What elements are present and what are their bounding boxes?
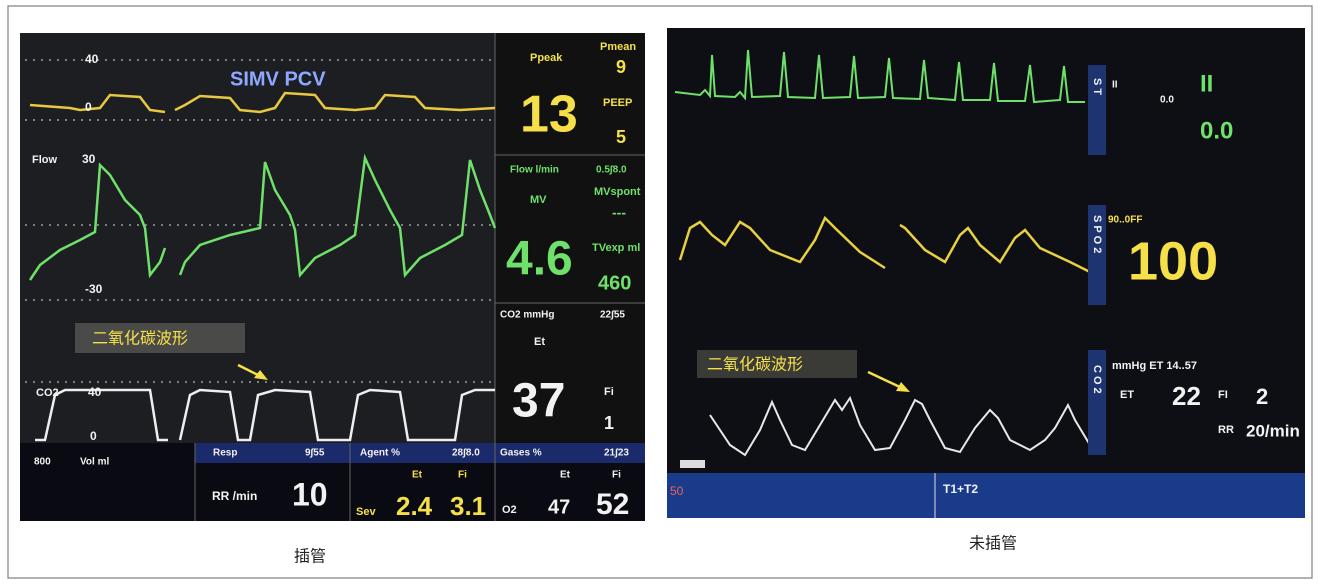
value: 3.1 [450, 491, 486, 521]
label: 90..0FF [1108, 215, 1142, 226]
value: 2 [1256, 384, 1268, 409]
label: Et [560, 470, 571, 481]
label: ET [1120, 389, 1134, 401]
value: 100 [1128, 231, 1218, 291]
label: CO2 [1091, 365, 1103, 397]
value: --- [612, 205, 626, 221]
label: Et [412, 470, 423, 481]
value: 47 [548, 496, 570, 518]
label: II [1112, 80, 1118, 91]
left-monitor: 40 0 SIMV PCV Flow 30 -30 CO2 40 0 二氧化碳波… [20, 33, 645, 521]
value: 460 [598, 272, 631, 294]
label: ST [1091, 78, 1103, 98]
label: 800 [34, 457, 51, 468]
value: 5 [616, 127, 626, 147]
right-monitor: 50 T1+T2 ST II 0.0 II 0.0 SPO2 90..0FF 1… [667, 28, 1305, 518]
figure: 40 0 SIMV PCV Flow 30 -30 CO2 40 0 二氧化碳波… [0, 0, 1320, 584]
label: 28∫8.0 [452, 448, 480, 459]
label: Et [534, 336, 545, 348]
label: Pmean [600, 41, 636, 53]
label: 22∫55 [600, 310, 625, 321]
label: Agent % [360, 448, 400, 459]
label: 50 [670, 484, 684, 498]
label: FI [1218, 389, 1228, 401]
label: 21∫23 [604, 448, 629, 459]
label: Fi [458, 470, 467, 481]
label: MVspont [594, 186, 641, 198]
label: T1+T2 [943, 482, 978, 496]
value: 37 [512, 375, 565, 428]
value: 2.4 [396, 491, 433, 521]
axis-label: -30 [85, 282, 103, 296]
value: 20/min [1246, 421, 1300, 440]
label: Ppeak [530, 52, 563, 64]
label: PEEP [603, 97, 632, 109]
axis-label: 0 [85, 100, 92, 114]
value: 22 [1172, 381, 1201, 411]
value: 10 [292, 476, 328, 512]
value: 52 [596, 488, 629, 521]
value: 4.6 [506, 233, 573, 286]
caption: 未插管 [969, 534, 1017, 553]
label: mmHg ET 14..57 [1112, 360, 1197, 372]
label: 0.0 [1160, 95, 1174, 106]
value: 13 [520, 86, 578, 144]
label: Resp [213, 448, 237, 459]
caption: 插管 [294, 547, 326, 566]
label: RR [1218, 424, 1234, 436]
label: TVexp ml [592, 242, 640, 254]
axis-label: 40 [85, 52, 99, 66]
label: CO2 [36, 387, 59, 399]
label: 0.5∫8.0 [596, 165, 627, 176]
axis-label: 40 [88, 385, 102, 399]
value: 0.0 [1200, 117, 1233, 144]
label: Gases % [500, 448, 542, 459]
label: Sev [356, 506, 376, 518]
label: O2 [502, 504, 517, 516]
label: Vol ml [80, 457, 109, 468]
axis-label: 30 [82, 152, 96, 166]
value: 9 [616, 57, 626, 77]
label: SPO2 [1091, 215, 1103, 256]
annotation: 二氧化碳波形 [707, 355, 803, 374]
label: Fi [604, 386, 614, 398]
label: MV [530, 194, 547, 206]
label: Flow [32, 154, 57, 166]
label: Flow l/min [510, 165, 559, 176]
label: Fi [612, 470, 621, 481]
mode: SIMV PCV [230, 68, 326, 90]
value: II [1200, 70, 1213, 97]
label: CO2 mmHg [500, 310, 554, 321]
axis-label: 0 [90, 429, 97, 443]
annotation: 二氧化碳波形 [92, 329, 188, 348]
value: 1 [604, 413, 614, 433]
label: RR /min [212, 489, 257, 503]
label: 9∫55 [305, 448, 325, 459]
bottom-bar [667, 473, 1305, 518]
